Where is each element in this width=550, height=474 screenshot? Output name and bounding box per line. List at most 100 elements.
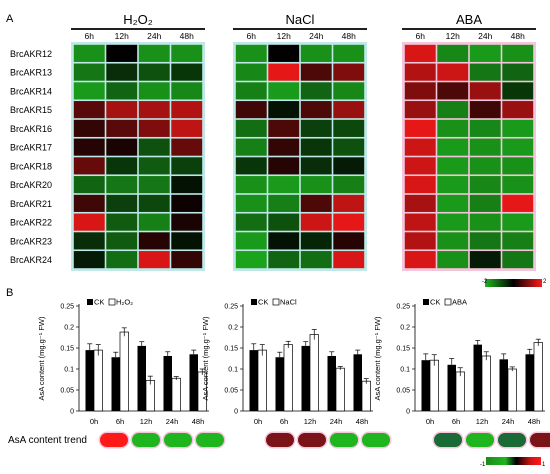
heatmap-cell (469, 138, 501, 156)
y-tick-label: 0.1 (64, 367, 74, 374)
trend-pill (298, 433, 326, 447)
trend-pill (164, 433, 192, 447)
legend-treat-label: H₂O₂ (116, 298, 133, 307)
y-tick-label: 0.25 (396, 304, 410, 311)
heatmap-cell (502, 213, 534, 231)
heatmap-cell (300, 82, 332, 100)
bar-treatment (283, 344, 293, 412)
trend-label: AsA content trend (8, 435, 87, 446)
trend-pill (362, 433, 390, 447)
heatmap-cell (502, 194, 534, 212)
heatmap-cell (404, 194, 436, 212)
heatmap-cell (106, 157, 138, 175)
heatmap-cell (73, 44, 105, 62)
trend-row-2 (432, 431, 550, 449)
heatmap-cell (404, 176, 436, 194)
trend-pill (132, 433, 160, 447)
heatmap-cell (300, 119, 332, 137)
heatmap-cell (73, 194, 105, 212)
y-tick-label: 0.1 (228, 367, 238, 374)
heatmap-cell (73, 213, 105, 231)
heatmap-cell (469, 119, 501, 137)
bar-chart-0: 0 0.05 0.1 0.15 0.2 0.25 AsA content (mg.g⁻¹ F… (37, 298, 209, 426)
color-scale-b-max: 1 (542, 462, 546, 468)
gene-label: BrcAKR18 (10, 161, 52, 171)
heatmap-cell (73, 138, 105, 156)
heatmap-cell (73, 157, 105, 175)
heatmap-cell (235, 82, 267, 100)
heatmap-cell (469, 101, 501, 119)
heatmap-cell (235, 101, 267, 119)
heatmap-cell (469, 176, 501, 194)
heatmap-cell (437, 82, 469, 100)
gene-label: BrcAKR12 (10, 49, 52, 59)
heatmap-cell (333, 82, 365, 100)
gene-label: BrcAKR23 (10, 236, 52, 246)
time-label: 48h (180, 31, 194, 41)
heatmap-cell (235, 138, 267, 156)
heatmap-cell (502, 101, 534, 119)
x-tick-label: 48h (192, 417, 205, 426)
heatmap-cell (106, 232, 138, 250)
legend-treat-swatch (444, 298, 452, 306)
heatmap-2: ABA 6h 12h 24h 48h (402, 12, 536, 271)
heatmap-cell (106, 63, 138, 81)
color-scale-a: -2 2 (482, 279, 547, 287)
x-tick-label: 24h (330, 417, 343, 426)
heatmap-cell (171, 232, 203, 250)
heatmap-cell (106, 213, 138, 231)
heatmap-cell (469, 251, 501, 269)
legend-treat-label: NaCl (280, 298, 297, 307)
trend-pill (530, 433, 550, 447)
heatmap-cell (333, 232, 365, 250)
heatmap-cell (404, 138, 436, 156)
heatmap-cell (138, 176, 170, 194)
heatmap-cell (138, 138, 170, 156)
heatmap-cell (502, 157, 534, 175)
gene-label: BrcAKR17 (10, 143, 52, 153)
y-tick-label: 0.2 (64, 325, 74, 332)
bar-ck (421, 360, 430, 411)
bar-ck (111, 357, 120, 411)
x-tick-label: 0h (90, 417, 98, 426)
bar-treatment (171, 377, 181, 412)
trend-pill (330, 433, 358, 447)
time-label: 6h (247, 31, 257, 41)
heatmap-cell (171, 44, 203, 62)
bar-ck (499, 359, 508, 411)
y-axis-label: AsA content (mg.g⁻¹ FW) (37, 316, 46, 400)
trend-pill (498, 433, 526, 447)
y-tick-label: 0.05 (224, 388, 238, 395)
heatmap-cell (138, 194, 170, 212)
bar-treatment (361, 380, 371, 412)
heatmap-cell (138, 251, 170, 269)
heatmap-cell (171, 213, 203, 231)
x-tick-label: 6h (280, 417, 288, 426)
time-label: 48h (511, 31, 525, 41)
bar-ck (85, 350, 94, 411)
heatmap-cell (502, 82, 534, 100)
bar-ck (189, 354, 198, 411)
gene-label: BrcAKR15 (10, 105, 52, 115)
time-label: 24h (309, 31, 323, 41)
heatmap-cell (73, 119, 105, 137)
heatmap-cell (404, 101, 436, 119)
y-tick-label: 0 (70, 409, 74, 416)
heatmap-cell (138, 63, 170, 81)
heatmap-cell (333, 213, 365, 231)
heatmap-cell (437, 119, 469, 137)
bar-ck (353, 354, 362, 411)
heatmap-cell (171, 157, 203, 175)
heatmap-cell (502, 251, 534, 269)
heatmap-cell (437, 176, 469, 194)
y-tick-label: 0 (234, 409, 238, 416)
heatmap-cell (235, 157, 267, 175)
time-label: 12h (277, 31, 291, 41)
heatmap-cell (300, 194, 332, 212)
time-label: 24h (147, 31, 161, 41)
heatmap-cell (404, 213, 436, 231)
gene-label: BrcAKR20 (10, 180, 52, 190)
y-axis-label: AsA content (mg.g⁻¹ FW) (201, 316, 210, 400)
heatmap-cell (235, 176, 267, 194)
legend-ck-label: CK (430, 298, 440, 307)
